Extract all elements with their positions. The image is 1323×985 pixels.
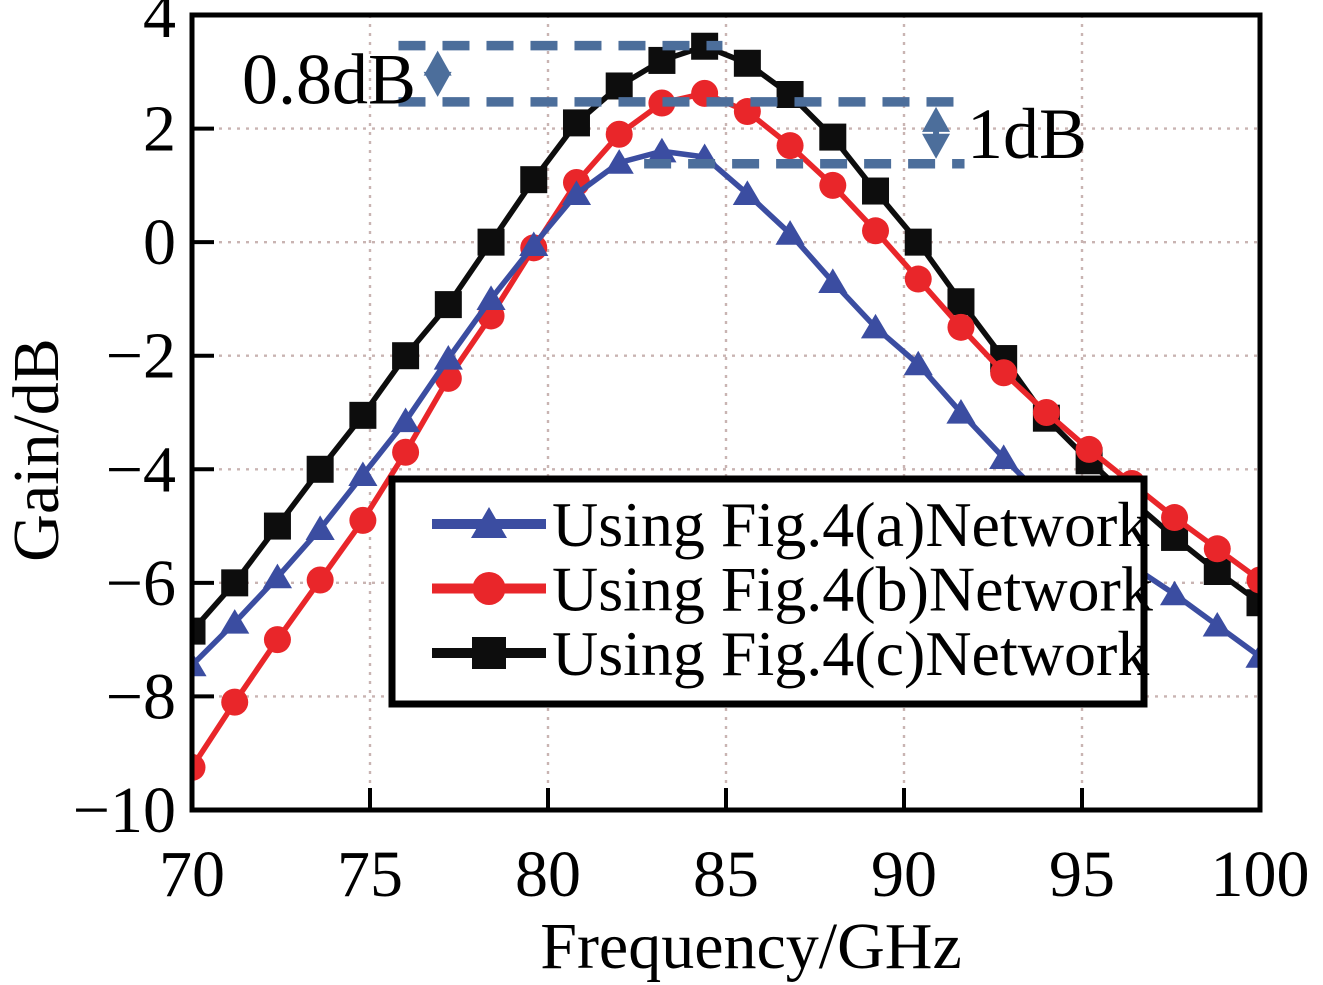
data-marker-triangle [732,180,762,205]
data-marker-triangle [647,137,677,163]
data-marker-circle [1075,435,1103,463]
data-marker-triangle [561,180,592,205]
legend-item: Using Fig.4(c)Network [432,618,1149,689]
y-tick-label: −4 [106,433,176,506]
legend-item: Using Fig.4(a)Network [432,489,1149,560]
x-tick-label: 90 [871,838,937,911]
data-marker-square [221,569,249,597]
data-marker-square [819,123,847,151]
data-marker-circle [392,438,420,466]
x-tick-label: 70 [159,838,225,911]
data-marker-square [904,228,932,256]
data-marker-circle [904,265,932,293]
legend-label: Using Fig.4(c)Network [552,618,1149,689]
data-marker-triangle [220,609,250,634]
data-marker-square [392,342,420,370]
data-marker-square [562,109,590,137]
data-marker-triangle [860,313,891,339]
legend-item: Using Fig.4(b)Network [432,554,1153,625]
data-marker-triangle [1159,580,1190,606]
data-marker-square [733,49,761,77]
legend-square-marker-icon [472,637,506,669]
data-marker-triangle [1202,611,1232,637]
data-marker-square [520,166,548,194]
arrow-head-up-icon [423,50,452,76]
data-marker-triangle [519,231,549,257]
data-marker-circle [605,120,633,148]
data-marker-circle [1246,566,1260,594]
data-marker-circle [862,217,890,245]
annotation-group: 0.8dB 1dB [242,40,1087,175]
data-marker-circle [947,313,975,341]
data-marker-circle [192,753,206,781]
data-marker-square [605,72,633,100]
legend-label: Using Fig.4(b)Network [552,554,1153,625]
data-marker-circle [990,359,1018,387]
x-tick-label: 80 [515,838,581,911]
legend-label: Using Fig.4(a)Network [552,489,1149,560]
data-marker-circle [221,688,249,716]
data-marker-square [477,228,505,256]
data-marker-square [862,177,890,205]
y-tick-label: −10 [73,774,176,847]
data-marker-circle [776,132,804,160]
data-marker-triangle [903,350,933,376]
data-marker-square [648,46,676,74]
data-marker-square [306,455,334,483]
y-tick-label: −6 [106,547,176,620]
annotation-label: 0.8dB [242,40,416,120]
x-axis-title: Frequency/GHz [540,910,962,983]
data-marker-triangle [192,651,207,677]
data-marker-square [947,288,975,316]
data-marker-triangle [433,345,463,370]
data-marker-circle [1203,535,1231,563]
arrow-head-down-icon [423,71,452,97]
data-marker-triangle [946,399,976,424]
data-marker-triangle [1245,643,1260,668]
data-marker-triangle [476,285,506,310]
data-marker-triangle [305,515,335,540]
data-marker-triangle [391,407,421,433]
data-marker-circle [819,171,847,199]
data-marker-square [434,291,462,319]
arrow-head-up-icon [922,106,951,132]
data-marker-triangle [818,268,848,293]
data-marker-square [1203,558,1231,585]
data-marker-circle [1161,504,1189,532]
y-tick-label: 2 [143,93,176,166]
y-tick-label: 0 [143,206,176,279]
data-marker-circle [263,626,291,654]
data-marker-circle [1032,399,1060,426]
data-marker-square [263,512,291,540]
x-tick-label: 95 [1049,838,1115,911]
legend-circle-marker-icon [472,572,506,605]
data-marker-triangle [348,461,378,487]
data-marker-square [1246,589,1260,617]
data-marker-triangle [262,563,293,589]
x-tick-label: 85 [693,838,759,911]
data-marker-circle [349,506,377,534]
y-tick-label: −2 [106,320,176,393]
y-tick-label: 4 [143,0,176,52]
arrow-head-down-icon [922,133,951,159]
legend-triangle-marker-icon [471,507,507,538]
y-axis-title: Gain/dB [0,338,73,562]
y-tick-label: −8 [106,660,176,733]
data-marker-triangle [604,149,634,174]
data-marker-circle [306,566,334,594]
data-marker-circle [648,89,676,117]
x-tick-label: 100 [1211,838,1310,911]
x-tick-label: 75 [337,838,403,911]
annotation-label: 1dB [967,94,1087,174]
data-marker-square [349,401,377,429]
data-marker-triangle [775,220,805,245]
data-marker-triangle [989,444,1019,469]
data-marker-square [192,617,206,645]
